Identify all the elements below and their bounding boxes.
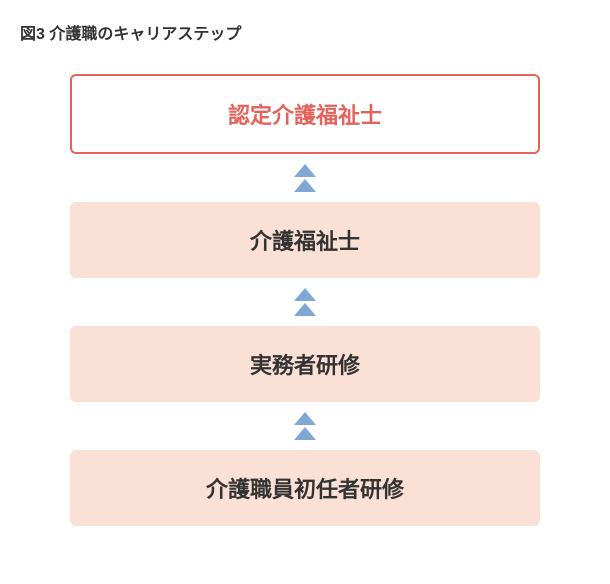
step-practical-training: 実務者研修: [70, 326, 540, 402]
step-label: 介護職員初任者研修: [206, 477, 404, 502]
triangle-up-icon: [294, 164, 316, 177]
step-certified-care-worker: 認定介護福祉士: [70, 74, 540, 154]
arrow-up-icon: [294, 402, 316, 450]
arrow-up-icon: [294, 278, 316, 326]
triangle-up-icon: [294, 179, 316, 192]
arrow-up-icon: [294, 154, 316, 202]
step-label: 実務者研修: [250, 353, 360, 378]
step-label: 認定介護福祉士: [228, 103, 382, 128]
figure-title: 図3 介護職のキャリアステップ: [0, 20, 610, 44]
step-initial-training: 介護職員初任者研修: [70, 450, 540, 526]
figure-container: 図3 介護職のキャリアステップ 認定介護福祉士 介護福祉士 実務者研修 介護職員…: [0, 0, 610, 556]
triangle-up-icon: [294, 412, 316, 425]
step-care-worker: 介護福祉士: [70, 202, 540, 278]
triangle-up-icon: [294, 427, 316, 440]
career-ladder: 認定介護福祉士 介護福祉士 実務者研修 介護職員初任者研修: [0, 74, 610, 526]
triangle-up-icon: [294, 303, 316, 316]
triangle-up-icon: [294, 288, 316, 301]
step-label: 介護福祉士: [250, 229, 360, 254]
